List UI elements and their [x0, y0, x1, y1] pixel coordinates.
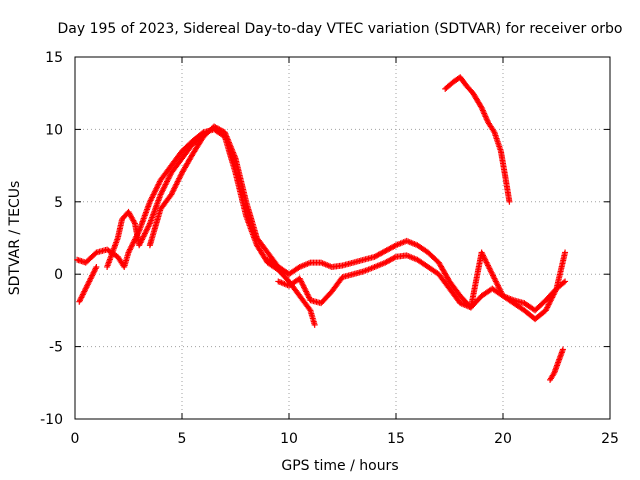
- data-point: [562, 278, 569, 285]
- data-point: [391, 254, 398, 261]
- x-tick-label: 25: [601, 431, 619, 447]
- y-tick-label: 0: [54, 267, 63, 283]
- y-tick-label: 5: [54, 195, 63, 211]
- x-axis-label: GPS time / hours: [281, 458, 398, 474]
- x-tick-label: 0: [71, 431, 80, 447]
- y-tick-label: -10: [40, 412, 63, 428]
- data-point: [559, 346, 566, 353]
- x-tick-label: 15: [387, 431, 405, 447]
- data-point: [560, 279, 567, 286]
- y-axis-label: SDTVAR / TECUs: [7, 181, 23, 296]
- grid-lines: [75, 57, 610, 419]
- y-tick-label: 15: [45, 50, 63, 66]
- x-tick-label: 20: [494, 431, 512, 447]
- plot-frame: [74, 56, 611, 420]
- y-tick-labels: -10 -5 0 5 10 15: [40, 50, 63, 428]
- data-point: [93, 263, 100, 270]
- data-point: [506, 198, 513, 205]
- chart-title: Day 195 of 2023, Sidereal Day-to-day VTE…: [58, 21, 623, 37]
- data-point: [200, 133, 207, 140]
- data-point: [562, 249, 569, 256]
- series-track-f: [442, 74, 513, 205]
- data-point: [199, 134, 206, 141]
- data-point: [391, 242, 398, 249]
- x-tick-labels: 0 5 10 15 20 25: [71, 431, 619, 447]
- series-track-h: [76, 263, 100, 305]
- data-point: [311, 321, 318, 328]
- series-track-c: [146, 133, 207, 249]
- series-track-a: [74, 126, 318, 328]
- y-tick-label: 10: [45, 122, 63, 138]
- x-tick-label: 10: [280, 431, 298, 447]
- x-tick-label: 5: [178, 431, 187, 447]
- axis-ticks: [74, 56, 611, 420]
- y-tick-label: -5: [49, 340, 63, 356]
- series-track-g: [547, 346, 566, 383]
- series-track-d: [264, 237, 569, 314]
- data-points: [74, 74, 569, 383]
- series-track-e: [275, 249, 569, 323]
